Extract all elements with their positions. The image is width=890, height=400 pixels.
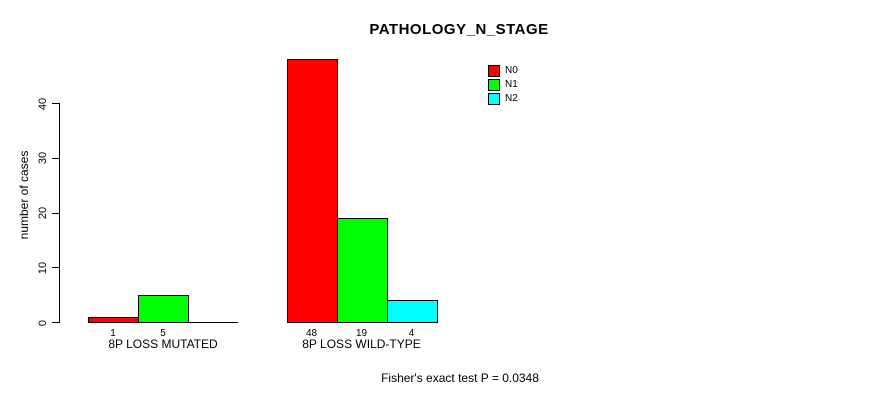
bar-value-label: 1 <box>110 328 116 339</box>
y-axis-line <box>59 103 60 323</box>
group-label: 8P LOSS WILD-TYPE <box>302 337 421 351</box>
bar-n2-group2 <box>386 300 438 323</box>
legend-label-n1: N1 <box>505 79 518 90</box>
bar-value-label: 4 <box>408 328 415 339</box>
bar-n0-group2 <box>286 59 338 323</box>
bar-value-label: 19 <box>355 328 368 339</box>
bar-value-label: 48 <box>305 328 318 339</box>
legend-label-n0: N0 <box>505 65 518 76</box>
y-tick-label: 10 <box>37 261 49 274</box>
legend-swatch-n2 <box>488 93 500 105</box>
bar-value-label: 5 <box>160 328 166 339</box>
bar-n1-group2 <box>336 218 388 323</box>
y-tick-mark <box>52 267 59 269</box>
legend-label-n2: N2 <box>505 93 518 104</box>
y-tick-label: 40 <box>37 97 49 110</box>
legend-row-n2: N2 <box>488 92 518 106</box>
legend-row-n0: N0 <box>488 64 518 78</box>
y-tick-label: 20 <box>37 206 49 220</box>
y-tick-mark <box>52 322 59 323</box>
y-tick-mark <box>52 212 59 214</box>
bar-n0-group1 <box>88 317 139 323</box>
legend-swatch-n0 <box>488 65 500 77</box>
y-tick-mark <box>52 103 59 104</box>
legend-swatch-n1 <box>488 79 500 91</box>
annotation-text: Fisher's exact test P = 0.0348 <box>381 371 539 385</box>
y-tick-label: 30 <box>37 152 49 165</box>
legend-row-n1: N1 <box>488 78 518 92</box>
chart-title: PATHOLOGY_N_STAGE <box>369 21 549 38</box>
legend: N0 N1 N2 <box>488 64 518 106</box>
bar-n1-group1 <box>138 295 189 323</box>
group-label: 8P LOSS MUTATED <box>108 337 218 351</box>
y-tick-label: 0 <box>37 319 49 326</box>
y-tick-mark <box>52 157 59 159</box>
